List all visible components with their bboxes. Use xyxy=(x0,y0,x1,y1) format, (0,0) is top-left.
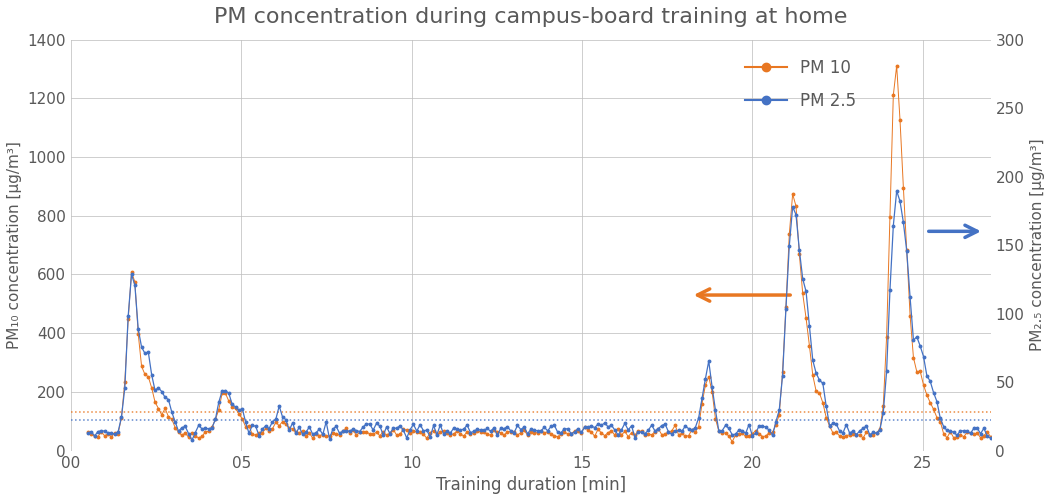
Y-axis label: PM₁₀ concentration [µg/m³]: PM₁₀ concentration [µg/m³] xyxy=(7,141,22,349)
Title: PM concentration during campus-board training at home: PM concentration during campus-board tra… xyxy=(214,7,848,27)
Y-axis label: PM₂.₅ concentration [µg/m³]: PM₂.₅ concentration [µg/m³] xyxy=(1030,139,1045,351)
Legend: PM 10, PM 2.5: PM 10, PM 2.5 xyxy=(739,52,863,116)
X-axis label: Training duration [min]: Training duration [min] xyxy=(436,476,626,494)
